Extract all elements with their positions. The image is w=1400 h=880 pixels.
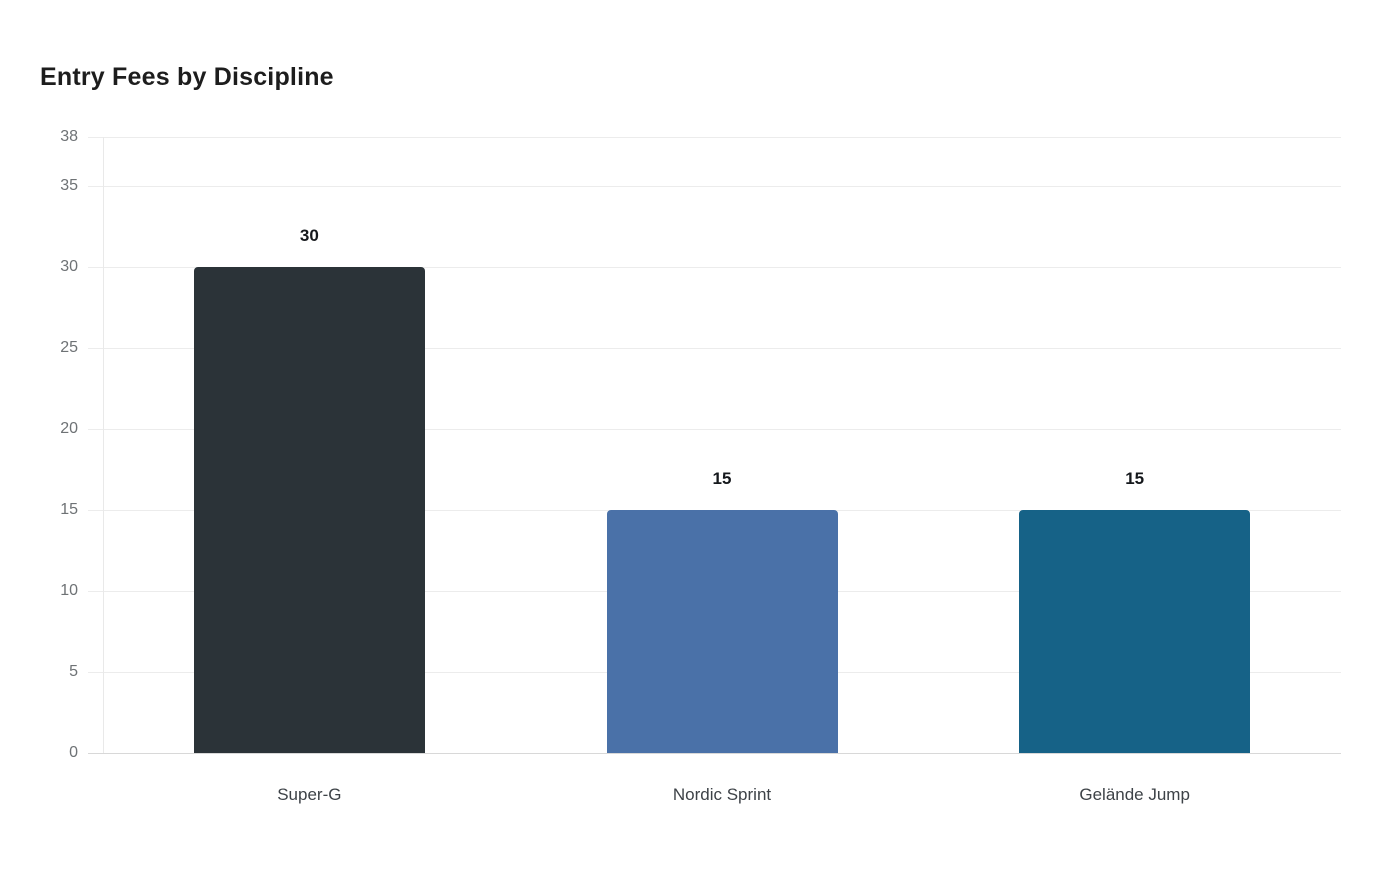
y-axis-tick-label: 20: [60, 419, 78, 437]
gridline: [88, 347, 1341, 349]
bar-value-label: 15: [1125, 468, 1145, 488]
bar[interactable]: [606, 509, 838, 753]
x-axis-category-label: Nordic Sprint: [672, 785, 772, 804]
y-axis-line: [103, 137, 104, 753]
y-axis-tick-label: 15: [60, 500, 78, 518]
y-axis-tick-label: 10: [60, 581, 78, 599]
gridline: [88, 266, 1341, 268]
y-axis-tick-label: 35: [60, 176, 78, 194]
chart-title: Entry Fees by Discipline: [40, 63, 334, 91]
x-axis-category-label: Super-G: [277, 785, 342, 804]
x-axis-baseline: [88, 753, 1341, 754]
bar-value-label: 15: [712, 468, 732, 488]
gridline: [88, 185, 1341, 187]
y-axis-tick-label: 0: [69, 744, 78, 761]
y-axis-tick-label: 5: [69, 662, 78, 680]
bar[interactable]: [193, 266, 425, 753]
y-axis-tick-label: 30: [60, 257, 78, 275]
gridline: [88, 428, 1341, 430]
x-axis-category-label: Gelände Jump: [1079, 785, 1190, 804]
y-axis-tick-label: 25: [60, 338, 78, 356]
bar[interactable]: [1019, 509, 1251, 753]
y-axis-tick-label: 38: [60, 128, 78, 145]
bar-value-label: 30: [299, 225, 319, 245]
gridline: [88, 137, 1341, 138]
